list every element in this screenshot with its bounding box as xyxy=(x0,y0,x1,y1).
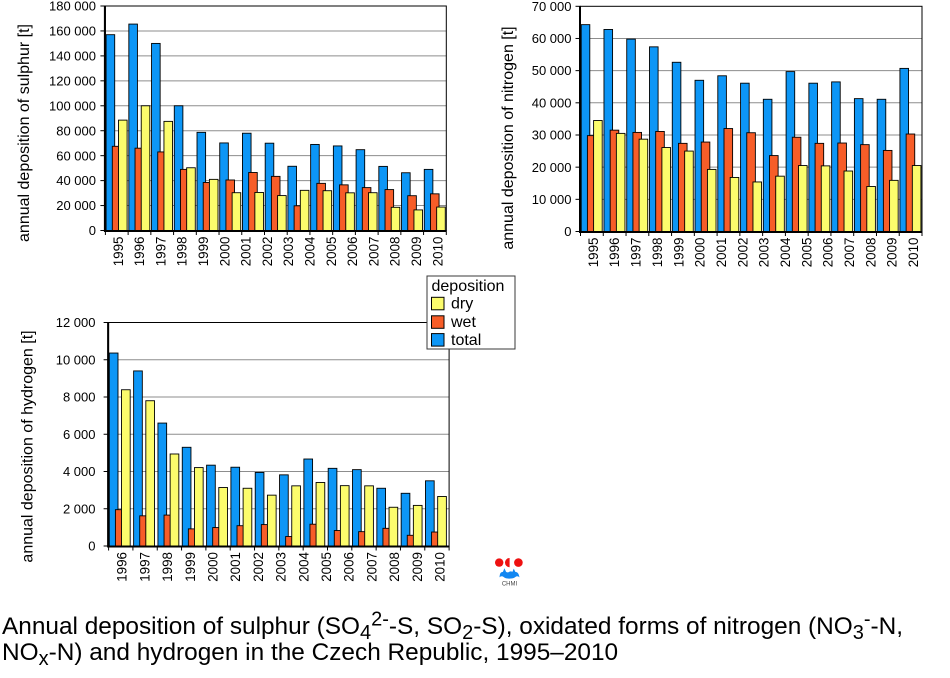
svg-text:2004: 2004 xyxy=(303,236,318,266)
svg-text:CHMI: CHMI xyxy=(502,582,518,588)
svg-text:2007: 2007 xyxy=(364,552,379,582)
svg-text:60 000: 60 000 xyxy=(56,148,96,163)
svg-text:30 000: 30 000 xyxy=(532,128,572,143)
svg-text:dry: dry xyxy=(451,296,473,313)
svg-text:2000: 2000 xyxy=(205,552,220,582)
svg-text:1999: 1999 xyxy=(196,237,211,267)
svg-text:2004: 2004 xyxy=(296,551,311,581)
svg-text:1997: 1997 xyxy=(137,552,152,582)
svg-text:1999: 1999 xyxy=(183,552,198,582)
svg-text:12 000: 12 000 xyxy=(56,315,96,330)
svg-text:10 000: 10 000 xyxy=(532,192,572,207)
svg-text:1998: 1998 xyxy=(160,552,175,582)
svg-text:1997: 1997 xyxy=(629,238,644,268)
svg-text:2004: 2004 xyxy=(778,237,793,267)
svg-text:100 000: 100 000 xyxy=(49,98,96,113)
svg-text:annual deposition of sulphur [: annual deposition of sulphur [t] xyxy=(16,24,33,242)
svg-text:2008: 2008 xyxy=(863,238,878,268)
svg-text:50 000: 50 000 xyxy=(532,63,572,78)
svg-text:0: 0 xyxy=(89,223,96,238)
svg-text:10 000: 10 000 xyxy=(56,352,96,367)
svg-text:4 000: 4 000 xyxy=(63,464,96,479)
svg-text:2000: 2000 xyxy=(217,237,232,267)
svg-text:2007: 2007 xyxy=(842,238,857,268)
svg-text:2006: 2006 xyxy=(821,238,836,268)
svg-text:2008: 2008 xyxy=(387,552,402,582)
svg-text:0: 0 xyxy=(88,539,95,554)
svg-text:20 000: 20 000 xyxy=(56,198,96,213)
svg-text:2008: 2008 xyxy=(388,237,403,267)
svg-text:160 000: 160 000 xyxy=(49,24,96,39)
svg-text:2001: 2001 xyxy=(228,552,243,582)
svg-text:2 000: 2 000 xyxy=(63,501,96,516)
svg-text:2002: 2002 xyxy=(260,237,275,267)
svg-text:2003: 2003 xyxy=(274,552,289,582)
svg-text:1995: 1995 xyxy=(586,238,601,268)
svg-text:6 000: 6 000 xyxy=(63,427,96,442)
svg-text:1999: 1999 xyxy=(671,238,686,268)
svg-text:180 000: 180 000 xyxy=(49,0,96,14)
svg-text:20 000: 20 000 xyxy=(532,160,572,175)
svg-text:1998: 1998 xyxy=(175,237,190,267)
svg-text:2003: 2003 xyxy=(281,237,296,267)
svg-text:1998: 1998 xyxy=(650,238,665,268)
svg-text:2009: 2009 xyxy=(885,238,900,268)
svg-text:2003: 2003 xyxy=(757,238,772,268)
svg-text:2002: 2002 xyxy=(735,238,750,268)
svg-text:2009: 2009 xyxy=(409,237,424,267)
svg-text:2007: 2007 xyxy=(366,237,381,267)
svg-text:2005: 2005 xyxy=(799,238,814,268)
svg-text:60 000: 60 000 xyxy=(532,31,572,46)
svg-text:2009: 2009 xyxy=(410,552,425,582)
svg-text:2010: 2010 xyxy=(906,238,921,268)
svg-text:2005: 2005 xyxy=(319,552,334,582)
svg-text:2010: 2010 xyxy=(432,552,447,582)
svg-text:annual deposition of hydrogen: annual deposition of hydrogen [t] xyxy=(20,330,37,562)
svg-text:total: total xyxy=(451,332,481,349)
svg-text:wet: wet xyxy=(450,314,476,331)
svg-text:2006: 2006 xyxy=(345,237,360,267)
svg-text:120 000: 120 000 xyxy=(49,73,96,88)
svg-text:1997: 1997 xyxy=(153,237,168,267)
svg-text:2001: 2001 xyxy=(239,237,254,267)
svg-text:2006: 2006 xyxy=(342,552,357,582)
svg-text:deposition: deposition xyxy=(432,278,505,295)
svg-text:70 000: 70 000 xyxy=(532,0,572,14)
svg-text:1996: 1996 xyxy=(607,238,622,268)
svg-text:40 000: 40 000 xyxy=(532,95,572,110)
svg-text:1996: 1996 xyxy=(132,237,147,267)
svg-text:2002: 2002 xyxy=(251,552,266,582)
svg-text:8 000: 8 000 xyxy=(63,390,96,405)
svg-text:140 000: 140 000 xyxy=(49,48,96,63)
svg-text:80 000: 80 000 xyxy=(56,123,96,138)
svg-text:1995: 1995 xyxy=(111,237,126,267)
svg-text:0: 0 xyxy=(564,224,571,239)
svg-text:1996: 1996 xyxy=(115,552,130,582)
svg-text:40 000: 40 000 xyxy=(56,173,96,188)
svg-text:2000: 2000 xyxy=(693,238,708,268)
svg-text:2001: 2001 xyxy=(714,238,729,268)
svg-text:annual deposition of nitrogen: annual deposition of nitrogen [t] xyxy=(500,26,517,249)
svg-text:2005: 2005 xyxy=(324,237,339,267)
svg-text:2010: 2010 xyxy=(430,237,445,267)
